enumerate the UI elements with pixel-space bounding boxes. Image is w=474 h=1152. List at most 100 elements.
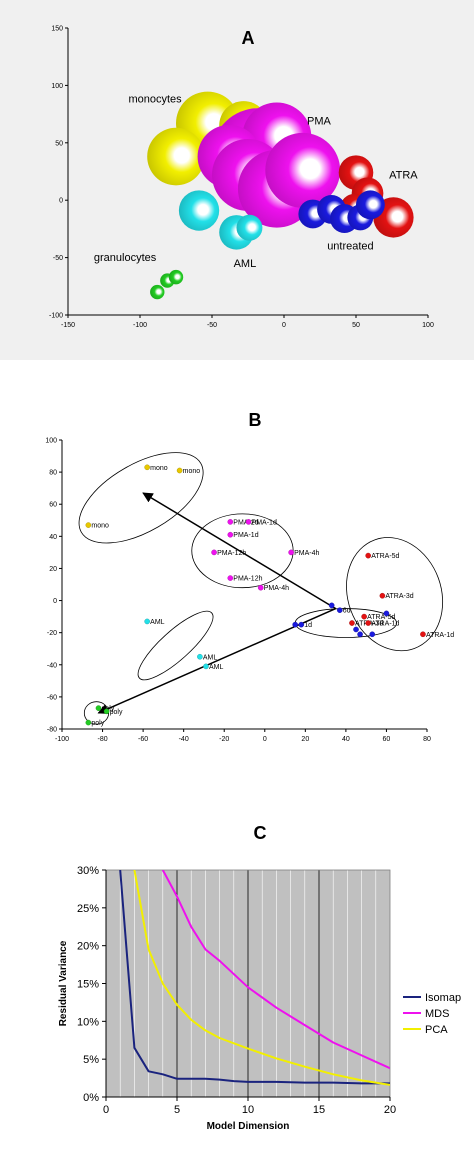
cluster-ellipse bbox=[78, 452, 204, 544]
panel-a-letter: A bbox=[242, 28, 255, 48]
y-tick-label: -50 bbox=[53, 255, 63, 262]
trajectory-arrow bbox=[142, 492, 337, 610]
point-label: ATRA-1d bbox=[371, 621, 399, 628]
y-axis-title: Residual Variance bbox=[58, 940, 69, 1026]
sample-point bbox=[227, 575, 234, 581]
x-tick-label: 20 bbox=[384, 1104, 396, 1116]
point-label: ATRA-5d bbox=[367, 614, 395, 621]
point-label: ATRA-5d bbox=[371, 553, 399, 560]
point-label: poly bbox=[91, 720, 104, 727]
panel-b: B -100 -80 -60 -40 -20 0 20 40 60 80 -80 -60 -40 -20 0 2… bbox=[0, 404, 474, 749]
panel-a: A -150 -100 -50 0 50 100 -100 -50 0 50 100 150 monocy… bbox=[0, 0, 474, 360]
y-tick-label: 25% bbox=[77, 903, 99, 915]
sample-point bbox=[369, 631, 376, 638]
sample-point bbox=[227, 531, 234, 538]
point-label: mono bbox=[91, 523, 109, 530]
x-tick-label: 80 bbox=[423, 736, 431, 743]
series-line-isomap bbox=[119, 870, 390, 1085]
sphere-monocytes bbox=[147, 127, 205, 186]
x-tick-label: 10 bbox=[242, 1104, 254, 1116]
x-tick-label: 40 bbox=[342, 736, 350, 743]
sphere-AML bbox=[178, 190, 220, 231]
y-tick-label: -40 bbox=[47, 662, 57, 669]
sample-point bbox=[383, 610, 390, 617]
group-label: AML bbox=[234, 258, 257, 270]
x-tick-label: 50 bbox=[352, 322, 360, 329]
y-tick-label: 5% bbox=[83, 1054, 99, 1066]
x-tick-label: 15 bbox=[313, 1104, 325, 1116]
sample-point bbox=[379, 592, 386, 599]
y-tick-label: 100 bbox=[51, 83, 63, 90]
sample-point bbox=[227, 519, 234, 525]
point-label: ATRA-3d bbox=[385, 593, 413, 600]
x-tick-label: -50 bbox=[207, 322, 217, 329]
y-tick-label: 0 bbox=[59, 198, 63, 205]
sphere-PMA bbox=[265, 132, 341, 208]
y-tick-label: 30% bbox=[77, 865, 99, 877]
sample-point bbox=[349, 620, 355, 626]
legend-label: Isomap bbox=[425, 992, 461, 1004]
y-tick-label: 60 bbox=[49, 502, 57, 509]
x-tick-label: 60 bbox=[383, 736, 391, 743]
y-tick-label: -60 bbox=[47, 694, 57, 701]
sample-point bbox=[197, 653, 203, 660]
x-tick-label: -60 bbox=[138, 736, 148, 743]
panel-b-chart: B -100 -80 -60 -40 -20 0 20 40 60 80 -80 -60 -40 -20 0 2… bbox=[45, 410, 454, 743]
sample-point bbox=[257, 584, 264, 591]
x-tick-label: -100 bbox=[55, 736, 69, 743]
sample-point bbox=[357, 631, 363, 638]
group-label: granulocytes bbox=[94, 252, 157, 264]
y-tick-label: 100 bbox=[45, 438, 57, 445]
panel-c-letter: C bbox=[254, 823, 267, 843]
sample-point bbox=[328, 602, 335, 609]
y-tick-label: -80 bbox=[47, 727, 57, 734]
y-tick-label: -20 bbox=[47, 630, 57, 637]
sphere-granulocytes bbox=[168, 269, 184, 285]
sample-point bbox=[292, 621, 298, 628]
sample-point bbox=[103, 708, 110, 715]
group-label: untreated bbox=[327, 241, 373, 253]
y-tick-label: 50 bbox=[55, 140, 63, 147]
point-label: mono bbox=[150, 465, 168, 472]
point-label: AML bbox=[209, 664, 224, 671]
x-tick-label: -20 bbox=[219, 736, 229, 743]
cluster-ellipse bbox=[346, 537, 444, 652]
panel-c-chart: C 0 5 10 15 20 0% 5% 10% 15% 20% 25% 30% Model Dimens… bbox=[58, 823, 461, 1132]
legend-label: MDS bbox=[425, 1008, 449, 1020]
sphere-untreated bbox=[356, 190, 385, 220]
sphere-granulocytes bbox=[150, 284, 165, 300]
x-axis-title: Model Dimension bbox=[207, 1121, 290, 1132]
sample-point bbox=[298, 621, 305, 628]
sample-point bbox=[337, 607, 343, 613]
sample-point bbox=[95, 705, 102, 711]
sample-point bbox=[288, 549, 294, 556]
y-tick-label: 0% bbox=[83, 1092, 99, 1104]
x-tick-label: -100 bbox=[133, 322, 147, 329]
series-line-pca bbox=[133, 870, 390, 1086]
panel-b-letter: B bbox=[249, 410, 262, 430]
group-label: monocytes bbox=[128, 94, 182, 106]
x-tick-label: 100 bbox=[422, 322, 434, 329]
y-tick-label: 20% bbox=[77, 941, 99, 953]
point-label: PMA-4h bbox=[264, 585, 289, 592]
panel-a-chart: A -150 -100 -50 0 50 100 -100 -50 0 50 100 150 monocy… bbox=[0, 0, 474, 360]
series-lines bbox=[119, 870, 390, 1086]
sphere-AML bbox=[236, 214, 263, 241]
sample-point bbox=[144, 618, 150, 625]
sample-point bbox=[245, 519, 252, 525]
point-label: AML bbox=[203, 654, 218, 661]
sample-point bbox=[85, 719, 92, 726]
x-tick-label: -40 bbox=[179, 736, 189, 743]
panel-c: C 0 5 10 15 20 0% 5% 10% 15% 20% 25% 30% Model Dimens… bbox=[0, 817, 474, 1152]
sample-point bbox=[176, 467, 183, 474]
x-tick-label: 0 bbox=[263, 736, 267, 743]
y-tick-label: -100 bbox=[49, 313, 63, 320]
sample-point bbox=[420, 631, 426, 638]
point-label: PMA-12h bbox=[217, 550, 246, 557]
sample-point bbox=[211, 549, 217, 556]
legend-label: PCA bbox=[425, 1024, 448, 1036]
point-label: PMA-12h bbox=[233, 576, 262, 583]
y-tick-label: 0 bbox=[53, 598, 57, 605]
series-line-mds bbox=[161, 870, 390, 1070]
point-label: PMA-1d bbox=[233, 532, 258, 539]
